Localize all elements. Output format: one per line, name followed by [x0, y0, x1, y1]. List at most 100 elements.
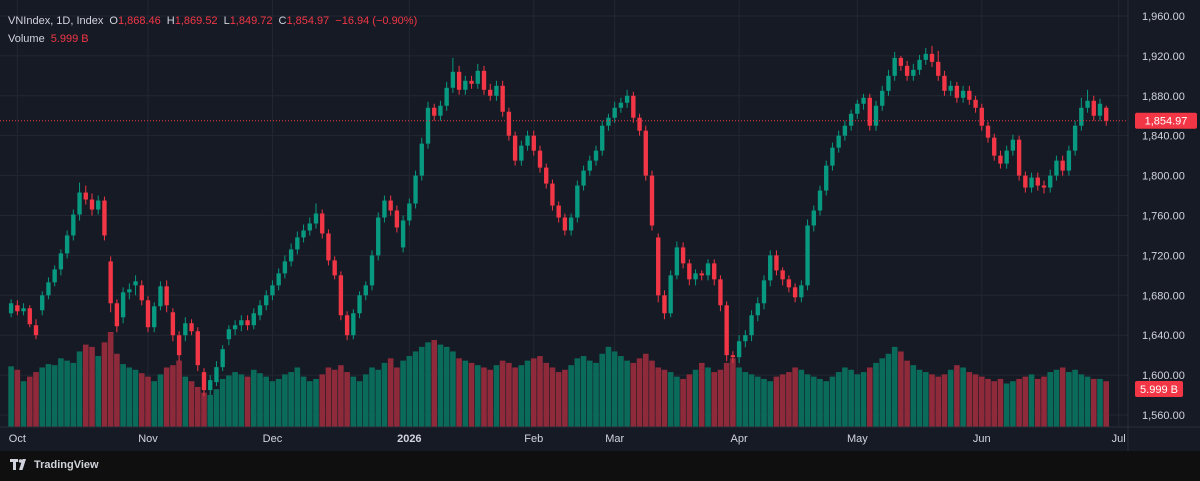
volume-bar [207, 394, 214, 427]
candle [1091, 95, 1096, 121]
candle [363, 281, 368, 301]
volume-bar [138, 373, 145, 427]
candle [985, 121, 991, 143]
candle [158, 281, 163, 311]
volume-bar [263, 376, 270, 427]
volume-bar [1059, 367, 1066, 427]
volume-bar [624, 360, 630, 427]
candle-body [438, 105, 443, 116]
candle [400, 215, 406, 253]
candle-body [873, 105, 879, 126]
legend-volume-label[interactable]: Volume [8, 33, 45, 45]
candle-body [195, 331, 200, 366]
candle-body [189, 323, 194, 332]
volume-tag-bg [1135, 381, 1183, 397]
candle-body [239, 320, 244, 326]
volume-bar [997, 378, 1004, 427]
candle [301, 224, 306, 243]
candle [351, 309, 356, 340]
legend-symbol[interactable]: VNIndex, 1D, Index [8, 15, 104, 27]
candle [133, 275, 138, 296]
volume-bar [300, 376, 307, 427]
candle [649, 170, 655, 231]
candle [743, 330, 748, 348]
volume-bar [1090, 378, 1097, 427]
candle-body [232, 325, 238, 330]
volume-bar [39, 367, 46, 427]
candle-body [593, 150, 599, 161]
candle [954, 81, 960, 103]
volume-bar [1010, 381, 1016, 427]
volume-bar [898, 351, 904, 427]
candle-body [139, 285, 144, 301]
candle-body [730, 355, 736, 358]
volume-bar [972, 374, 979, 427]
volume-bar [854, 374, 861, 427]
candle-body [544, 167, 549, 184]
volume-bar [468, 362, 475, 427]
candle [33, 319, 39, 340]
candle-body [1035, 177, 1040, 186]
volume-bar [680, 378, 686, 427]
candle [376, 212, 381, 261]
volume-bar [418, 346, 425, 427]
candle-body [867, 97, 872, 126]
volume-bar [717, 369, 724, 427]
volume-bar [481, 367, 487, 427]
candle [201, 368, 207, 397]
volume-bar [462, 360, 469, 427]
candle [1004, 145, 1009, 169]
candle [600, 120, 605, 156]
legend-low-label: L [223, 15, 230, 27]
volume-bar [611, 351, 618, 427]
candle-body [488, 89, 493, 96]
tradingview-logo[interactable]: TradingView [10, 459, 99, 471]
candle [469, 75, 474, 89]
candle-body [556, 205, 561, 218]
volume-bar [499, 360, 506, 427]
candle-body [444, 87, 449, 106]
volume-bar [194, 386, 201, 427]
candle-body [606, 117, 611, 126]
candle-body [942, 75, 947, 91]
candle-body [400, 220, 406, 248]
volume-bar [804, 374, 811, 427]
volume-bar [823, 381, 830, 427]
candle-body [1010, 139, 1016, 151]
legend-close-value: 1,854.97 [286, 15, 330, 27]
candlestick-chart[interactable]: 1,960.00 1,920.00 1,880.00 1,840.00 1,800.00… [0, 0, 1200, 451]
candle-body [631, 95, 636, 118]
price-tick-label: 1,920.00 [1142, 51, 1185, 63]
volume-bar [1022, 376, 1029, 427]
candle-body [1091, 100, 1096, 116]
volume-bar [767, 381, 774, 427]
candle [898, 55, 904, 71]
candle [780, 267, 785, 286]
volume-bar [630, 362, 637, 427]
volume-bar [543, 362, 550, 427]
candle-body [1041, 185, 1047, 188]
candle [855, 99, 860, 119]
candle-body [973, 99, 978, 108]
candle-body [512, 135, 518, 161]
volume-bar [698, 362, 705, 427]
candle [463, 75, 468, 95]
candle-body [463, 80, 468, 90]
volume-bar [101, 342, 108, 427]
candle [189, 319, 194, 336]
candle-body [817, 190, 823, 211]
candle-body [786, 279, 792, 288]
price-tick-label: 1,720.00 [1142, 250, 1185, 262]
candle [394, 205, 400, 233]
candle [320, 209, 325, 239]
volume-bar [1028, 374, 1035, 427]
candle-body [494, 85, 499, 96]
candle [8, 299, 14, 318]
candle-body [687, 263, 692, 280]
candle-body [152, 306, 157, 328]
volume-bar [941, 374, 948, 427]
candle-body [419, 143, 424, 176]
candle [904, 60, 910, 81]
legend-volume-value: 5.999 B [50, 33, 89, 45]
